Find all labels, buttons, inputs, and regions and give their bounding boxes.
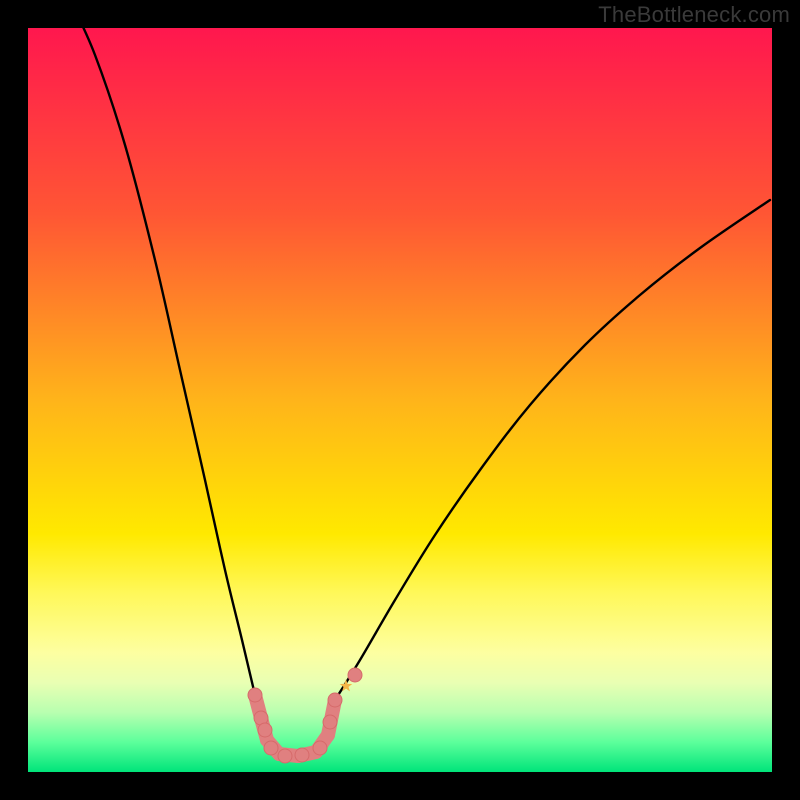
marker-point-4 [278, 749, 292, 763]
marker-point-6 [313, 741, 327, 755]
marker-point-9 [348, 668, 362, 682]
marker-point-3 [264, 741, 278, 755]
marker-point-8 [328, 693, 342, 707]
marker-point-0 [248, 688, 262, 702]
curve-layer [0, 0, 800, 800]
marker-point-2 [258, 723, 272, 737]
curve-left [70, 0, 255, 695]
watermark-text: TheBottleneck.com [598, 2, 790, 28]
curve-right [335, 200, 770, 700]
marker-point-5 [295, 748, 309, 762]
marker-point-7 [323, 715, 337, 729]
chart-container: TheBottleneck.com [0, 0, 800, 800]
